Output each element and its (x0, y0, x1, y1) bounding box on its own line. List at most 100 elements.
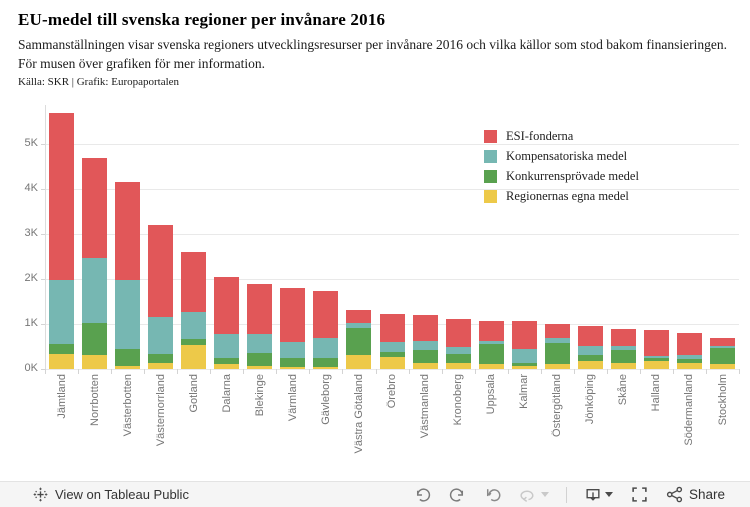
segment-konkurrensprövade-medel[interactable] (710, 348, 735, 364)
legend-item-konkurrensprövade-medel[interactable]: Konkurrensprövade medel (484, 166, 639, 186)
segment-kompensatoriska-medel[interactable] (445, 347, 471, 355)
segment-esi-fonderna[interactable] (181, 252, 207, 312)
segment-regionernas-egna-medel[interactable] (181, 345, 207, 369)
segment-regionernas-egna-medel[interactable] (643, 360, 669, 369)
segment-esi-fonderna[interactable] (478, 320, 504, 342)
bar-halland[interactable] (643, 330, 669, 369)
segment-esi-fonderna[interactable] (346, 309, 372, 324)
segment-konkurrensprövade-medel[interactable] (577, 355, 603, 361)
bar-skåne[interactable] (610, 328, 636, 370)
segment-esi-fonderna[interactable] (49, 112, 74, 281)
legend-item-esi-fonderna[interactable]: ESI-fonderna (484, 126, 639, 146)
legend-item-kompensatoriska-medel[interactable]: Kompensatoriska medel (484, 146, 639, 166)
segment-konkurrensprövade-medel[interactable] (313, 357, 339, 368)
segment-regionernas-egna-medel[interactable] (280, 366, 306, 370)
segment-kompensatoriska-medel[interactable] (643, 355, 669, 359)
segment-esi-fonderna[interactable] (280, 287, 306, 342)
segment-kompensatoriska-medel[interactable] (82, 257, 107, 324)
segment-kompensatoriska-medel[interactable] (214, 334, 240, 359)
bar-västra-götaland[interactable] (346, 309, 372, 369)
segment-konkurrensprövade-medel[interactable] (676, 359, 702, 364)
segment-regionernas-egna-medel[interactable] (412, 363, 438, 369)
segment-kompensatoriska-medel[interactable] (346, 323, 372, 328)
bar-västerbotten[interactable] (115, 181, 141, 369)
segment-regionernas-egna-medel[interactable] (148, 363, 174, 369)
segment-esi-fonderna[interactable] (214, 276, 240, 335)
segment-regionernas-egna-medel[interactable] (577, 360, 603, 370)
legend-item-regionernas-egna-medel[interactable]: Regionernas egna medel (484, 186, 639, 206)
bar-västernorrland[interactable] (148, 225, 174, 369)
segment-esi-fonderna[interactable] (676, 333, 702, 355)
segment-esi-fonderna[interactable] (445, 318, 471, 348)
segment-regionernas-egna-medel[interactable] (346, 355, 372, 369)
bar-uppsala[interactable] (478, 320, 504, 370)
undo-button[interactable] (405, 486, 440, 503)
segment-regionernas-egna-medel[interactable] (313, 367, 339, 369)
segment-konkurrensprövade-medel[interactable] (82, 323, 107, 355)
segment-regionernas-egna-medel[interactable] (82, 354, 107, 369)
segment-konkurrensprövade-medel[interactable] (346, 327, 372, 356)
segment-konkurrensprövade-medel[interactable] (544, 343, 570, 364)
segment-regionernas-egna-medel[interactable] (676, 363, 702, 369)
segment-kompensatoriska-medel[interactable] (610, 346, 636, 351)
segment-esi-fonderna[interactable] (412, 315, 438, 342)
segment-regionernas-egna-medel[interactable] (544, 364, 570, 369)
segment-konkurrensprövade-medel[interactable] (643, 358, 669, 361)
segment-esi-fonderna[interactable] (82, 157, 107, 258)
segment-kompensatoriska-medel[interactable] (676, 354, 702, 360)
segment-kompensatoriska-medel[interactable] (181, 311, 207, 340)
segment-esi-fonderna[interactable] (544, 324, 570, 339)
segment-konkurrensprövade-medel[interactable] (247, 353, 273, 366)
segment-esi-fonderna[interactable] (577, 326, 603, 347)
bar-norrbotten[interactable] (82, 157, 107, 370)
bar-jönköping[interactable] (577, 326, 603, 370)
segment-kompensatoriska-medel[interactable] (478, 341, 504, 345)
segment-esi-fonderna[interactable] (148, 225, 174, 318)
segment-kompensatoriska-medel[interactable] (313, 338, 339, 358)
segment-kompensatoriska-medel[interactable] (379, 342, 405, 352)
segment-kompensatoriska-medel[interactable] (544, 338, 570, 344)
segment-esi-fonderna[interactable] (610, 328, 636, 347)
segment-esi-fonderna[interactable] (511, 321, 537, 350)
segment-esi-fonderna[interactable] (247, 283, 273, 335)
segment-konkurrensprövade-medel[interactable] (412, 350, 438, 364)
share-button[interactable]: Share (657, 486, 734, 503)
segment-kompensatoriska-medel[interactable] (710, 345, 735, 349)
segment-regionernas-egna-medel[interactable] (478, 364, 504, 370)
bar-stockholm[interactable] (710, 337, 735, 370)
segment-konkurrensprövade-medel[interactable] (445, 354, 471, 363)
segment-konkurrensprövade-medel[interactable] (49, 344, 74, 355)
segment-konkurrensprövade-medel[interactable] (478, 344, 504, 365)
segment-konkurrensprövade-medel[interactable] (511, 363, 537, 367)
segment-konkurrensprövade-medel[interactable] (379, 351, 405, 358)
redo-button[interactable] (440, 486, 475, 503)
bar-västmanland[interactable] (412, 315, 438, 369)
segment-konkurrensprövade-medel[interactable] (115, 348, 141, 367)
segment-konkurrensprövade-medel[interactable] (214, 358, 240, 364)
segment-kompensatoriska-medel[interactable] (115, 279, 141, 349)
segment-regionernas-egna-medel[interactable] (115, 366, 141, 369)
bar-kronoberg[interactable] (445, 318, 471, 369)
bar-södermanland[interactable] (676, 333, 702, 369)
bar-jämtland[interactable] (49, 112, 74, 370)
refresh-button[interactable] (510, 486, 558, 503)
bar-dalarna[interactable] (214, 276, 240, 369)
segment-regionernas-egna-medel[interactable] (214, 364, 240, 369)
segment-regionernas-egna-medel[interactable] (379, 357, 405, 369)
segment-kompensatoriska-medel[interactable] (412, 341, 438, 351)
segment-regionernas-egna-medel[interactable] (511, 366, 537, 369)
bar-gävleborg[interactable] (313, 290, 339, 369)
replay-button[interactable] (475, 486, 510, 503)
bar-blekinge[interactable] (247, 283, 273, 370)
bar-östergötland[interactable] (544, 324, 570, 369)
segment-regionernas-egna-medel[interactable] (445, 362, 471, 369)
bar-kalmar[interactable] (511, 321, 537, 369)
segment-regionernas-egna-medel[interactable] (610, 362, 636, 369)
view-on-tableau-public-button[interactable]: View on Tableau Public (33, 487, 189, 502)
segment-esi-fonderna[interactable] (115, 181, 141, 280)
download-button[interactable] (575, 486, 622, 503)
segment-kompensatoriska-medel[interactable] (148, 317, 174, 354)
segment-konkurrensprövade-medel[interactable] (280, 358, 306, 367)
bar-värmland[interactable] (280, 287, 306, 370)
segment-regionernas-egna-medel[interactable] (710, 363, 735, 369)
